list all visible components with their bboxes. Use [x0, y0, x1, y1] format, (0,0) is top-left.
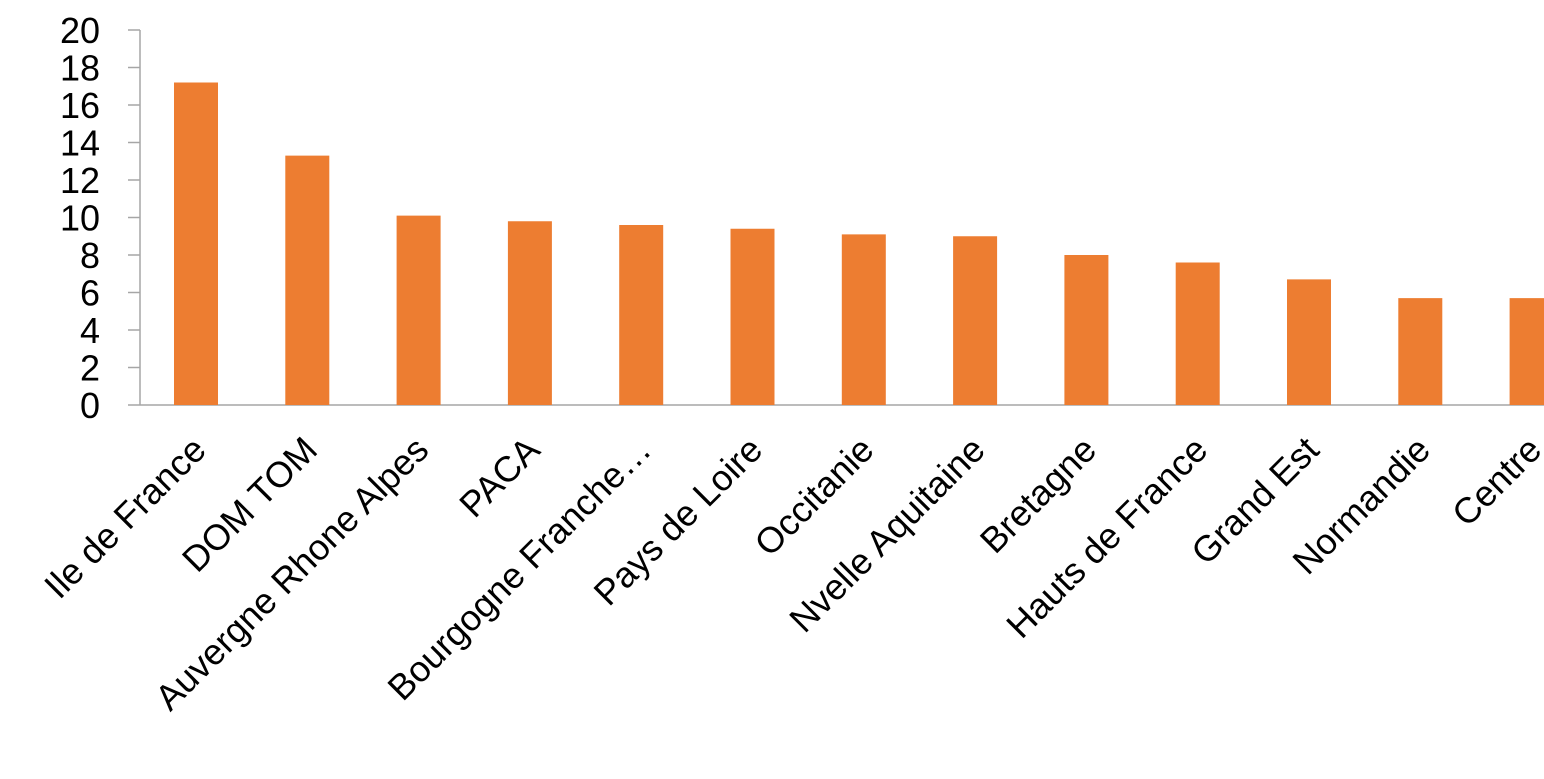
y-tick-label: 20 — [60, 10, 100, 51]
bar — [396, 215, 441, 405]
bar — [841, 234, 886, 405]
x-tick-label: Nvelle Aquitaine — [781, 429, 993, 641]
bar — [953, 236, 998, 405]
bar — [174, 82, 218, 405]
bars — [174, 82, 1544, 405]
y-tick-label: 12 — [60, 160, 100, 201]
y-tick-label: 14 — [60, 123, 100, 164]
y-tick-label: 0 — [80, 385, 100, 426]
bar — [1509, 298, 1544, 405]
y-tick-label: 16 — [60, 85, 100, 126]
bar — [1398, 298, 1443, 405]
y-tick-label: 2 — [80, 348, 100, 389]
bar — [1287, 279, 1331, 405]
bar — [619, 225, 664, 405]
y-tick-label: 6 — [80, 273, 100, 314]
bar — [1175, 262, 1220, 405]
x-tick-label: Hauts de France — [998, 429, 1215, 646]
bar — [285, 155, 330, 405]
x-tick-label: Ile de France — [36, 429, 214, 607]
x-tick-label: Centre — [1444, 429, 1544, 534]
bar — [730, 228, 775, 405]
y-tick-label: 10 — [60, 198, 100, 239]
x-tick-label: PACA — [451, 429, 547, 525]
y-tick-label: 4 — [80, 310, 100, 351]
bar — [1064, 255, 1109, 405]
bar — [507, 221, 552, 405]
y-tick-label: 8 — [80, 235, 100, 276]
y-tick-label: 18 — [60, 48, 100, 89]
